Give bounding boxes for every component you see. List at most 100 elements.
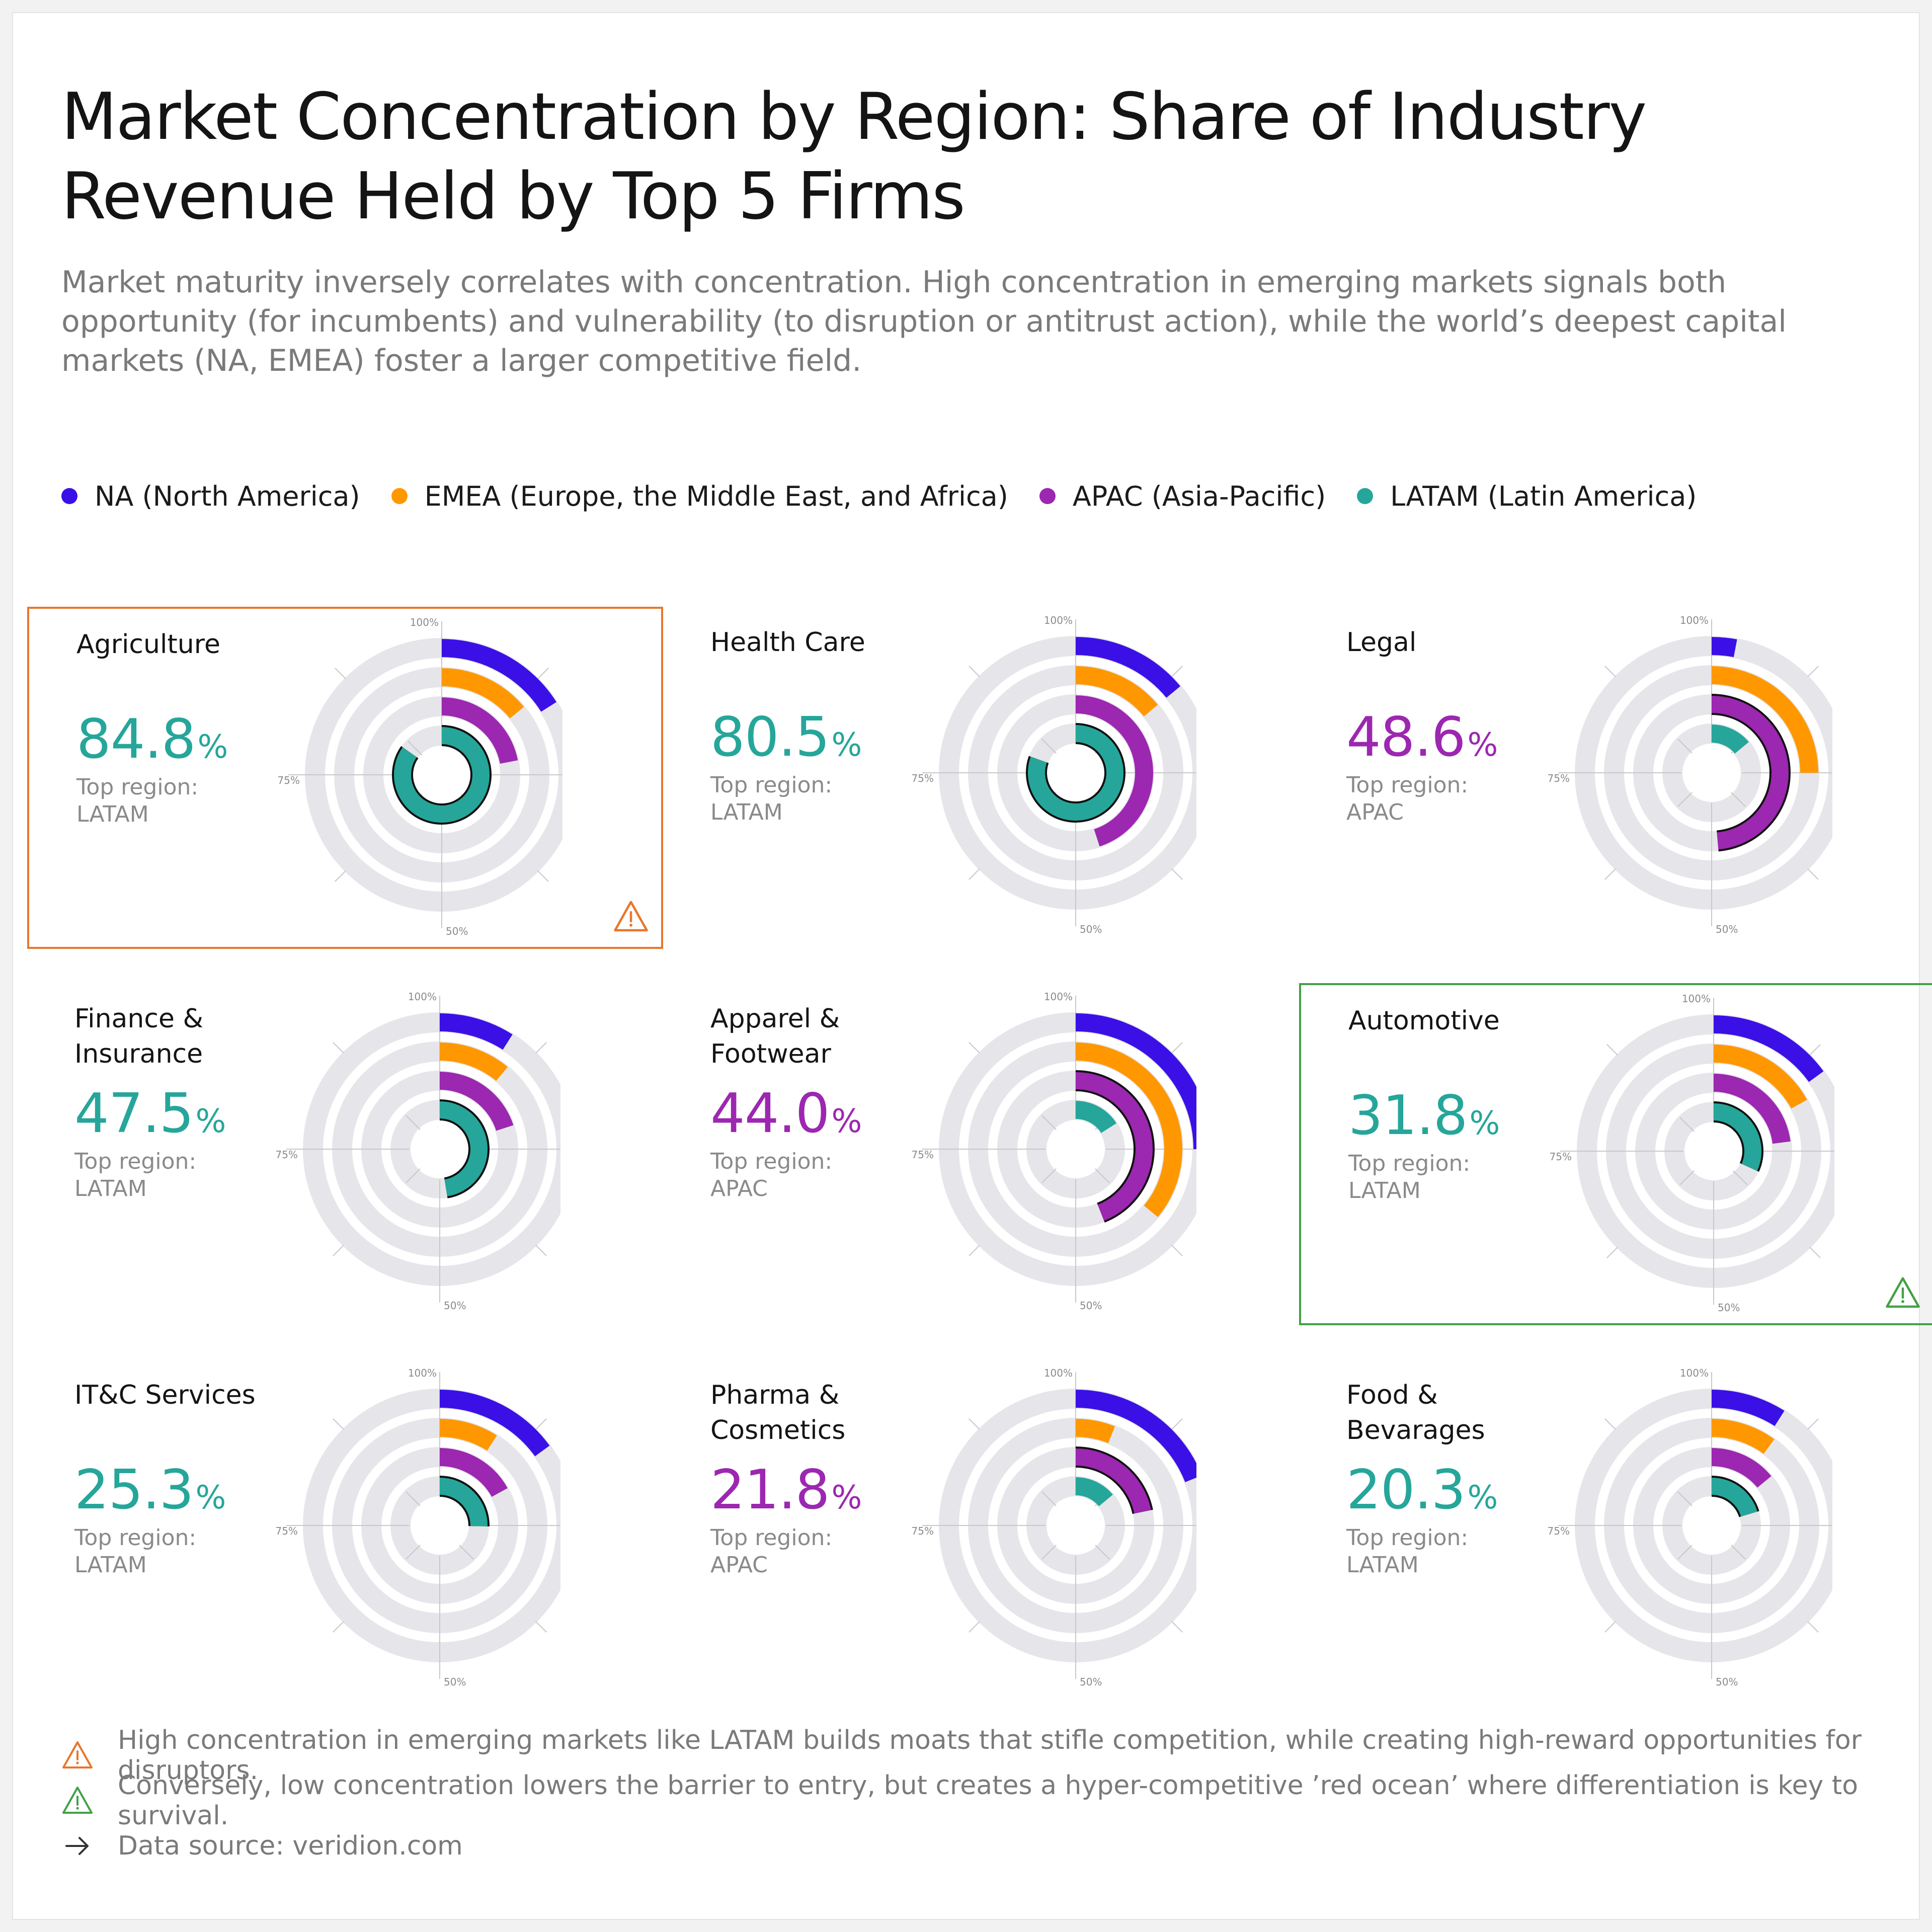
- radial-chart-agriculture: 100%25%50%75%: [278, 616, 562, 937]
- top-share-number: 48.6: [1346, 706, 1466, 769]
- diagonal-tick: [1171, 1042, 1183, 1054]
- diagonal-tick: [1041, 1168, 1057, 1183]
- legend-item-emea: EMEA (Europe, the Middle East, and Afric…: [391, 480, 1008, 512]
- diagonal-tick: [1171, 1621, 1183, 1633]
- footnote-text: High concentration in emerging markets l…: [118, 1725, 1862, 1786]
- axis-label: 75%: [912, 772, 934, 784]
- diagonal-tick: [1677, 739, 1693, 754]
- warning-orange-icon: [62, 1741, 93, 1768]
- chart-subtitle: Market maturity inversely correlates wit…: [61, 265, 1787, 378]
- panel-title: IT&C Services: [74, 1380, 256, 1410]
- axis-label: 75%: [1550, 1151, 1572, 1163]
- percent-sign: %: [1469, 1105, 1500, 1142]
- diagonal-tick: [406, 1115, 421, 1130]
- bar-latam: [1075, 1101, 1117, 1134]
- diagonal-tick: [1679, 1170, 1695, 1185]
- diagonal-tick: [1041, 1545, 1057, 1560]
- diagonal-tick: [333, 1418, 344, 1430]
- panel-finance-and-insurance: Finance & Insurance 47.5% Top region: LATAM…: [27, 983, 663, 1325]
- warning-icon: [614, 901, 648, 932]
- diagonal-tick: [1171, 1418, 1183, 1430]
- percent-sign: %: [197, 729, 228, 766]
- diagonal-tick: [535, 1042, 547, 1054]
- bar-na: [1075, 1390, 1196, 1483]
- top-region-label: Top region:: [76, 774, 199, 800]
- diagonal-tick: [969, 868, 980, 880]
- panel-title: Agriculture: [76, 629, 220, 660]
- bar-apac: [1075, 1072, 1153, 1221]
- diagonal-tick: [406, 1545, 421, 1560]
- top-region-value: LATAM: [1346, 1552, 1419, 1578]
- radial-chart-legal: 100%25%50%75%: [1548, 614, 1832, 935]
- top-share-value: 44.0%: [710, 1084, 862, 1152]
- percent-sign: %: [195, 1479, 226, 1516]
- bar-latam: [1711, 1478, 1757, 1517]
- panel-title: Health Care: [710, 627, 865, 658]
- top-share-number: 25.3: [74, 1459, 194, 1521]
- top-share-value: 21.8%: [710, 1460, 862, 1528]
- footnote-text: Conversely, low concentration lowers the…: [118, 1770, 1859, 1831]
- bar-emea: [441, 668, 524, 719]
- diagonal-tick: [969, 1418, 980, 1430]
- bar-latam: [1711, 725, 1749, 754]
- bar-emea: [1711, 666, 1818, 773]
- bar-na: [1075, 1013, 1196, 1150]
- panel-title: Legal: [1346, 627, 1417, 658]
- chart-card: Market Concentration by Region: Share of…: [12, 12, 1932, 1920]
- bar-na: [439, 1390, 550, 1457]
- legend-item-na: NA (North America): [61, 480, 360, 512]
- axis-label: 50%: [444, 1676, 466, 1688]
- axis-label: 75%: [1548, 772, 1570, 784]
- top-share-number: 84.8: [76, 708, 196, 771]
- panel-pharma-and-cosmetics: Pharma & Cosmetics 21.8% Top region: APAC 10…: [663, 1359, 1299, 1702]
- top-share-number: 80.5: [710, 706, 830, 769]
- legend-item-latam: LATAM (Latin America): [1357, 480, 1697, 512]
- legend-swatch: [1357, 488, 1374, 504]
- axis-label: 50%: [444, 1300, 466, 1312]
- panel-title: Automotive: [1348, 1006, 1500, 1036]
- bar-latam: [1075, 1477, 1113, 1507]
- footnote-text[interactable]: Data source: veridion.com: [118, 1831, 463, 1861]
- bar-emea: [1075, 1042, 1182, 1218]
- warning-icon: [1886, 1277, 1920, 1308]
- top-region-label: Top region:: [1346, 1525, 1469, 1551]
- panel-title: Pharma & Cosmetics: [710, 1380, 846, 1445]
- bar-na: [1711, 1390, 1785, 1426]
- bar-latam: [1028, 725, 1123, 821]
- diagonal-tick: [1041, 1115, 1057, 1130]
- bar-latam: [439, 1478, 488, 1526]
- diagonal-tick: [1677, 792, 1693, 807]
- diagonal-tick: [1606, 1247, 1618, 1258]
- diagonal-tick: [1604, 1621, 1616, 1633]
- legend-swatch: [1039, 488, 1056, 504]
- diagonal-tick: [1041, 1491, 1057, 1506]
- top-region-label: Top region:: [710, 1525, 833, 1551]
- top-share-value: 25.3%: [74, 1459, 226, 1528]
- diagonal-tick: [1095, 1168, 1110, 1183]
- warning-green-icon: [62, 1787, 93, 1814]
- top-region-label: Top region:: [1346, 772, 1469, 798]
- bar-na: [1713, 1015, 1824, 1082]
- top-share-value: 80.5%: [710, 706, 862, 775]
- panel-title: Finance & Insurance: [74, 1004, 204, 1069]
- axis-label: 100%: [410, 616, 439, 628]
- axis-label: 100%: [408, 1367, 437, 1379]
- bar-apac: [1711, 1448, 1772, 1488]
- top-share-value: 20.3%: [1346, 1460, 1498, 1528]
- diagonal-tick: [1807, 1418, 1819, 1430]
- bar-na: [441, 639, 556, 712]
- diagonal-tick: [1604, 666, 1616, 677]
- diagonal-tick: [333, 1621, 344, 1633]
- bar-emea: [439, 1042, 508, 1081]
- diagonal-tick: [535, 1621, 547, 1633]
- bar-emea: [439, 1419, 497, 1451]
- top-region-value: LATAM: [74, 1552, 147, 1578]
- bar-emea: [1713, 1044, 1807, 1109]
- footnote-2: Conversely, low concentration lowers the…: [61, 1770, 1898, 1831]
- axis-label: 75%: [278, 774, 300, 786]
- percent-sign: %: [831, 1103, 862, 1140]
- diagonal-tick: [969, 1621, 980, 1633]
- diagonal-tick: [335, 870, 346, 882]
- top-share-number: 31.8: [1348, 1084, 1468, 1147]
